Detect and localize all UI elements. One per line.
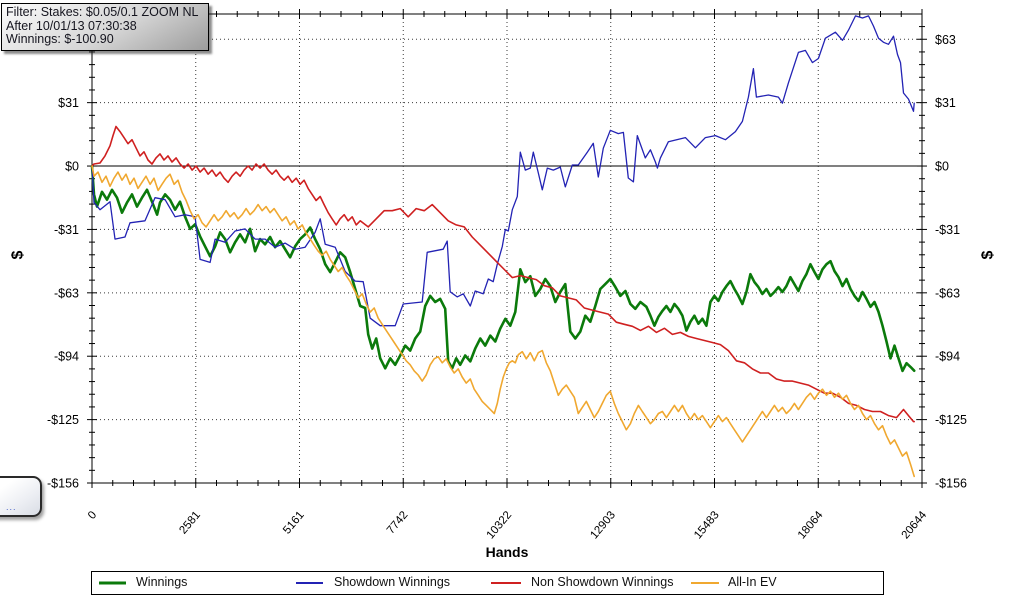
legend-label-winnings: Winnings <box>136 575 188 589</box>
x-tick-label: 15483 <box>692 509 722 541</box>
y-tick-label-left: -$125 <box>47 413 79 427</box>
series-all-in-ev <box>91 165 916 478</box>
y-tick-label-right: -$125 <box>935 413 967 427</box>
y-tick-label-right: $31 <box>935 96 956 110</box>
legend-label-non-showdown-winnings: Non Showdown Winnings <box>531 575 674 589</box>
tooltip-filter-line: Filter: Stakes: $0.05/0.1 ZOOM NL <box>6 5 199 19</box>
legend-line-showdown-winnings <box>296 582 323 584</box>
y-tick-label-left: -$31 <box>54 223 79 237</box>
series-showdown-winnings <box>91 15 915 327</box>
x-tick-label: 2581 <box>177 509 203 536</box>
plot-border <box>91 13 923 484</box>
y-tick-label-right: $63 <box>935 33 956 47</box>
y-tick-label-right: -$31 <box>935 223 960 237</box>
series-non-showdown-winnings <box>91 125 916 423</box>
y-tick-label-left: -$156 <box>47 477 79 491</box>
x-tick-label: 20644 <box>900 509 930 542</box>
y-tick-label-right: -$94 <box>935 350 960 364</box>
x-axis-title: Hands <box>485 544 529 560</box>
x-tick-label: 7742 <box>385 509 411 536</box>
x-tick-label: 0 <box>86 509 99 522</box>
filter-tooltip: Filter: Stakes: $0.05/0.1 ZOOM NL After … <box>1 3 209 51</box>
slide-out-tab-glyph: ... <box>6 502 17 512</box>
y-tick-label-left: -$63 <box>54 286 79 300</box>
y-tick-label-right: -$156 <box>935 477 967 491</box>
slide-out-tab[interactable]: ... <box>0 476 42 517</box>
y-tick-label-right: $0 <box>935 160 949 174</box>
legend-line-all-in-ev <box>691 582 719 584</box>
legend: Winnings Showdown Winnings Non Showdown … <box>91 571 884 595</box>
tooltip-winnings-line: Winnings: $-100.90 <box>6 32 114 46</box>
x-tick-label: 5161 <box>281 509 307 536</box>
tooltip-date-line: After 10/01/13 07:30:38 <box>6 18 137 33</box>
tick-labels: $63$63$31$31$0$0-$31-$31-$63-$63-$94-$94… <box>47 33 967 542</box>
y-axis-title-right: $ <box>979 250 997 260</box>
legend-label-showdown-winnings: Showdown Winnings <box>334 575 451 589</box>
x-tick-label: 18064 <box>796 509 826 542</box>
legend-line-winnings <box>99 581 126 585</box>
y-tick-label-right: -$63 <box>935 286 960 300</box>
y-tick-label-left: $0 <box>65 160 79 174</box>
series-winnings <box>90 164 916 373</box>
x-tick-label: 12903 <box>588 509 618 541</box>
y-tick-label-left: -$94 <box>54 350 79 364</box>
legend-label-all-in-ev: All-In EV <box>728 575 777 589</box>
gridlines <box>92 14 922 483</box>
y-axis-title-left: $ <box>9 250 27 260</box>
legend-line-non-showdown-winnings <box>491 582 521 584</box>
x-tick-label: 10322 <box>485 509 515 541</box>
y-tick-label-left: $31 <box>58 96 79 110</box>
